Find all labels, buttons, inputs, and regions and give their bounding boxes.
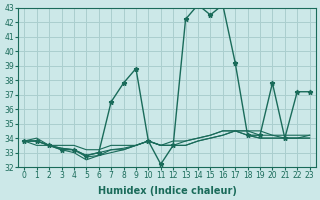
- X-axis label: Humidex (Indice chaleur): Humidex (Indice chaleur): [98, 186, 236, 196]
